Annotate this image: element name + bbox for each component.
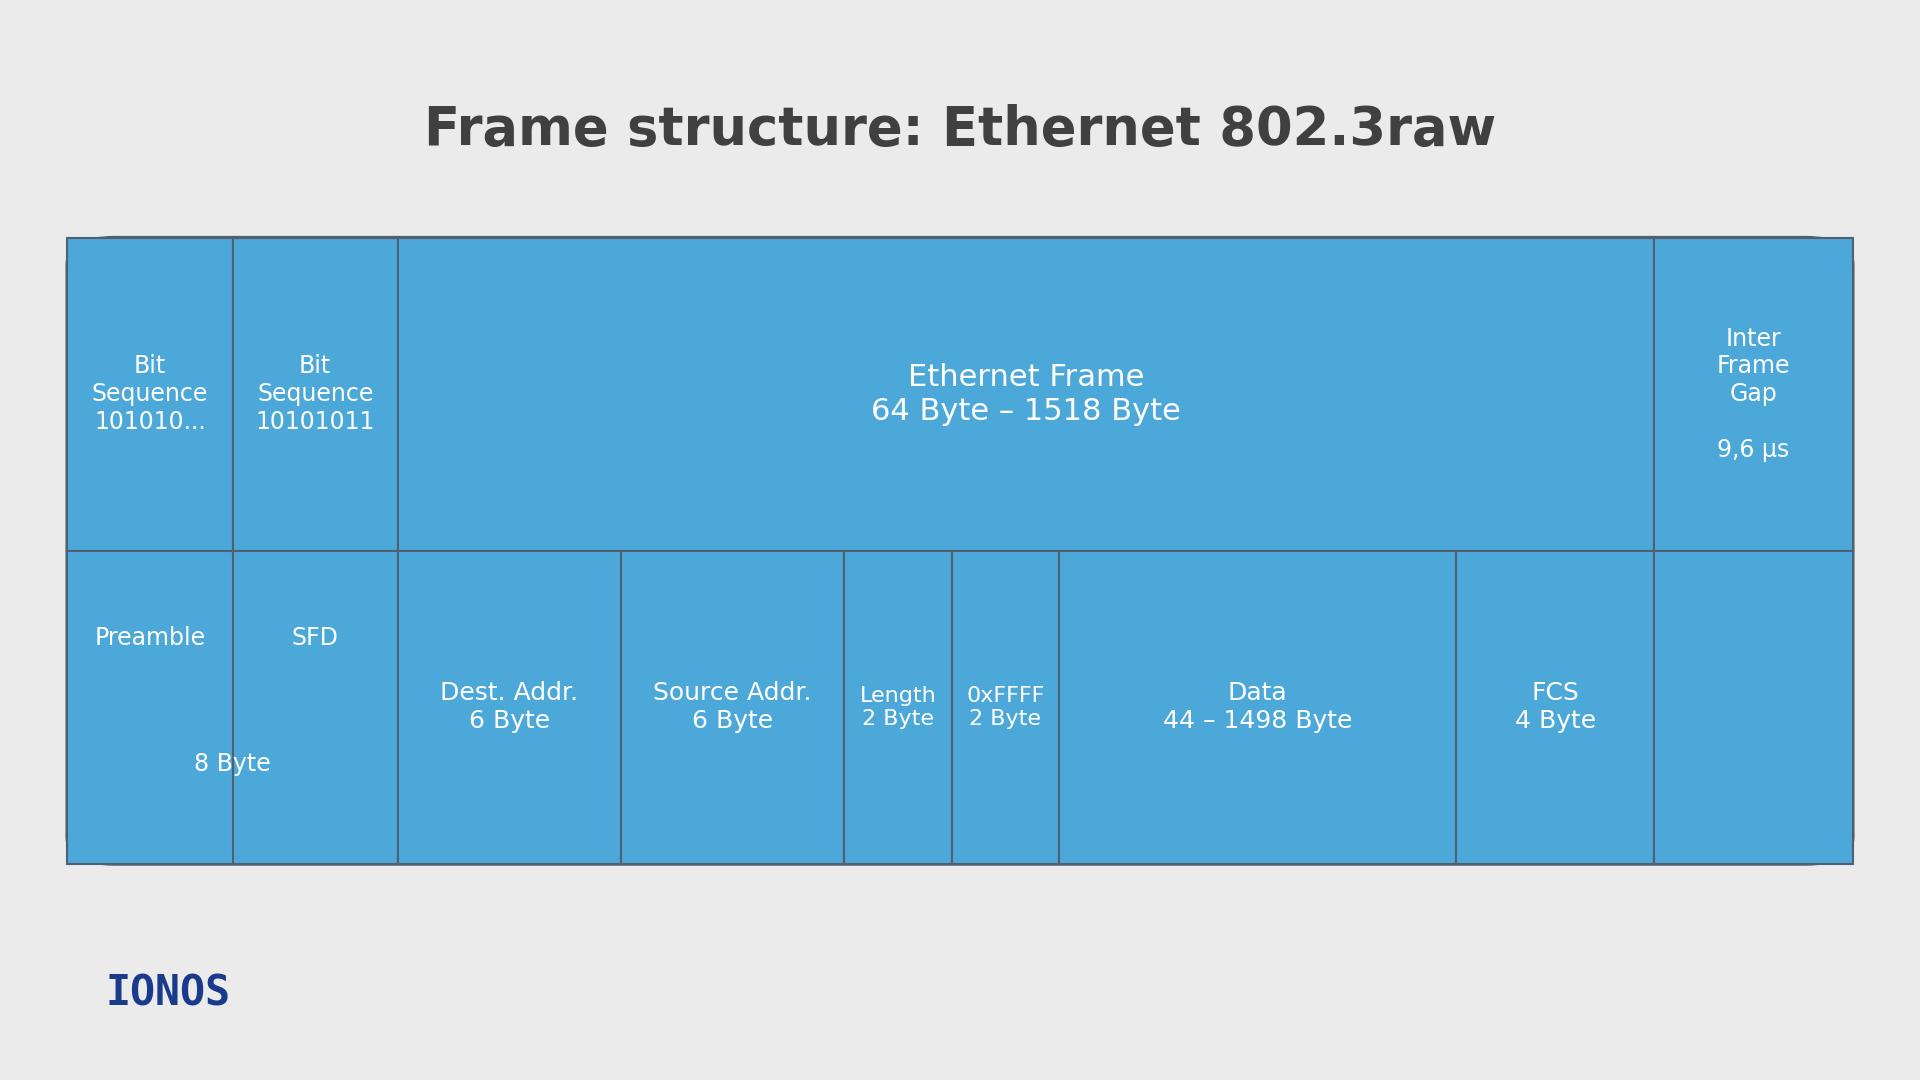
Text: Source Addr.
6 Byte: Source Addr. 6 Byte [653, 681, 812, 733]
Bar [67, 551, 397, 864]
Bar [67, 238, 232, 551]
Text: SFD: SFD [292, 626, 338, 650]
Bar [620, 551, 845, 864]
Bar [845, 551, 952, 864]
Text: 0xFFFF
2 Byte: 0xFFFF 2 Byte [966, 686, 1044, 729]
FancyBboxPatch shape [67, 238, 1853, 864]
Bar [397, 238, 1655, 551]
Text: Frame structure: Ethernet 802.3raw: Frame structure: Ethernet 802.3raw [424, 104, 1496, 156]
Text: IONOS: IONOS [106, 973, 230, 1014]
Bar [1455, 551, 1655, 864]
Text: Bit
Sequence
101010...: Bit Sequence 101010... [92, 354, 207, 434]
Text: Ethernet Frame
64 Byte – 1518 Byte: Ethernet Frame 64 Byte – 1518 Byte [872, 363, 1181, 426]
Bar [397, 551, 620, 864]
Text: Length
2 Byte: Length 2 Byte [860, 686, 937, 729]
Text: Inter
Frame
Gap

9,6 µs: Inter Frame Gap 9,6 µs [1716, 326, 1789, 462]
Text: 8 Byte: 8 Byte [194, 752, 271, 775]
Bar [1655, 238, 1853, 551]
Bar [1655, 551, 1853, 864]
Text: FCS
4 Byte: FCS 4 Byte [1515, 681, 1596, 733]
Text: Dest. Addr.
6 Byte: Dest. Addr. 6 Byte [440, 681, 578, 733]
Bar [952, 551, 1060, 864]
Text: Bit
Sequence
10101011: Bit Sequence 10101011 [255, 354, 374, 434]
Bar [1060, 551, 1455, 864]
Text: Data
44 – 1498 Byte: Data 44 – 1498 Byte [1164, 681, 1352, 733]
Text: Preamble: Preamble [94, 626, 205, 650]
Bar [232, 238, 397, 551]
